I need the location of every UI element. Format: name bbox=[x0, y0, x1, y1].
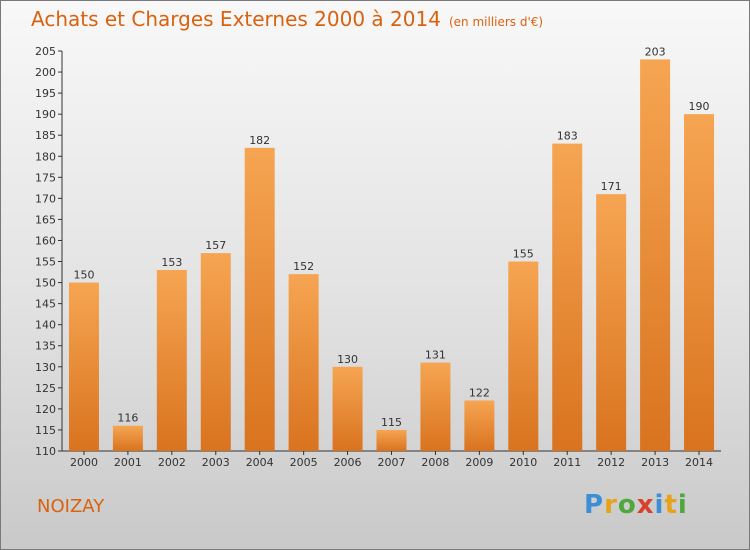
y-tick-label: 170 bbox=[35, 192, 56, 205]
proxiti-logo: Proxiti bbox=[584, 490, 688, 520]
bar-2005 bbox=[288, 274, 319, 451]
y-tick-label: 200 bbox=[35, 66, 56, 79]
bar-2014 bbox=[684, 114, 715, 451]
bar-2007 bbox=[376, 429, 407, 451]
bar-2003 bbox=[200, 253, 231, 451]
x-tick-label-2013: 2013 bbox=[641, 456, 669, 469]
x-tick-label-2001: 2001 bbox=[114, 456, 142, 469]
y-tick-label: 185 bbox=[35, 129, 56, 142]
y-tick-label: 180 bbox=[35, 150, 56, 163]
bar-2009 bbox=[464, 400, 495, 451]
data-label-2014: 190 bbox=[689, 100, 710, 113]
y-tick-label: 160 bbox=[35, 234, 56, 247]
logo-letter: P bbox=[584, 490, 605, 520]
y-tick-label: 115 bbox=[35, 424, 56, 437]
y-tick-label: 175 bbox=[35, 171, 56, 184]
x-tick-label-2014: 2014 bbox=[685, 456, 713, 469]
data-label-2013: 203 bbox=[645, 45, 666, 58]
y-tick-label: 120 bbox=[35, 403, 56, 416]
bar-2008 bbox=[420, 362, 451, 451]
data-label-2001: 116 bbox=[117, 412, 138, 425]
logo-letter: x bbox=[636, 490, 655, 520]
x-tick-label-2012: 2012 bbox=[597, 456, 625, 469]
chart-axes: 110 115 120 125 130 135 140 145 150 155 160 165 170 1… bbox=[35, 45, 721, 469]
data-label-2005: 152 bbox=[293, 260, 314, 273]
y-tick-label: 155 bbox=[35, 256, 56, 269]
y-tick-label: 130 bbox=[35, 361, 56, 374]
data-label-2011: 183 bbox=[557, 130, 578, 143]
y-tick-label: 150 bbox=[35, 277, 56, 290]
x-tick-label-2002: 2002 bbox=[158, 456, 186, 469]
bar-2002 bbox=[156, 269, 187, 451]
data-label-2006: 130 bbox=[337, 353, 358, 366]
logo-letter: o bbox=[617, 490, 637, 520]
x-tick-label-2000: 2000 bbox=[70, 456, 98, 469]
x-tick-label-2007: 2007 bbox=[378, 456, 406, 469]
x-tick-label-2009: 2009 bbox=[465, 456, 493, 469]
x-tick-label-2010: 2010 bbox=[509, 456, 537, 469]
data-label-2000: 150 bbox=[73, 269, 94, 282]
bar-2013 bbox=[640, 59, 671, 451]
bar-2011 bbox=[552, 143, 583, 451]
bar-2000 bbox=[68, 282, 99, 451]
data-label-2003: 157 bbox=[205, 239, 226, 252]
y-tick-label: 195 bbox=[35, 87, 56, 100]
data-label-2008: 131 bbox=[425, 349, 446, 362]
y-tick-label: 110 bbox=[35, 445, 56, 458]
y-tick-label: 205 bbox=[35, 45, 56, 58]
town-name: NOIZAY bbox=[37, 496, 105, 517]
bar-2004 bbox=[244, 147, 275, 451]
bar-2012 bbox=[596, 194, 627, 451]
data-label-2004: 182 bbox=[249, 134, 270, 147]
bar-2006 bbox=[332, 366, 363, 451]
chart-title-text: Achats et Charges Externes 2000 à 2014 bbox=[31, 7, 441, 31]
data-label-2010: 155 bbox=[513, 248, 534, 261]
x-tick-label-2006: 2006 bbox=[334, 456, 362, 469]
y-tick-label: 165 bbox=[35, 213, 56, 226]
bar-2001 bbox=[112, 425, 143, 451]
data-label-2007: 115 bbox=[381, 416, 402, 429]
data-label-2002: 153 bbox=[161, 256, 182, 269]
logo-letter: t bbox=[664, 490, 678, 520]
chart-subtitle: (en milliers d'€) bbox=[448, 15, 544, 29]
y-tick-label: 125 bbox=[35, 382, 56, 395]
y-tick-label: 145 bbox=[35, 298, 56, 311]
y-tick-label: 140 bbox=[35, 319, 56, 332]
logo-letter: i bbox=[654, 490, 665, 520]
x-tick-label-2005: 2005 bbox=[290, 456, 318, 469]
x-tick-label-2008: 2008 bbox=[421, 456, 449, 469]
y-tick-label: 135 bbox=[35, 340, 56, 353]
bar-2010 bbox=[508, 261, 539, 451]
chart-title: Achats et Charges Externes 2000 à 2014 (e… bbox=[31, 7, 543, 31]
logo-letter: r bbox=[604, 490, 618, 520]
x-tick-label-2003: 2003 bbox=[202, 456, 230, 469]
x-tick-label-2011: 2011 bbox=[553, 456, 581, 469]
logo-letter: i bbox=[677, 490, 688, 520]
data-label-2012: 171 bbox=[601, 180, 622, 193]
data-label-2009: 122 bbox=[469, 386, 490, 399]
bar-series: 150 116 153 157 182 152 130 115 131 122 155 183 171 2… bbox=[68, 45, 715, 451]
x-tick-label-2004: 2004 bbox=[246, 456, 274, 469]
y-tick-label: 190 bbox=[35, 108, 56, 121]
